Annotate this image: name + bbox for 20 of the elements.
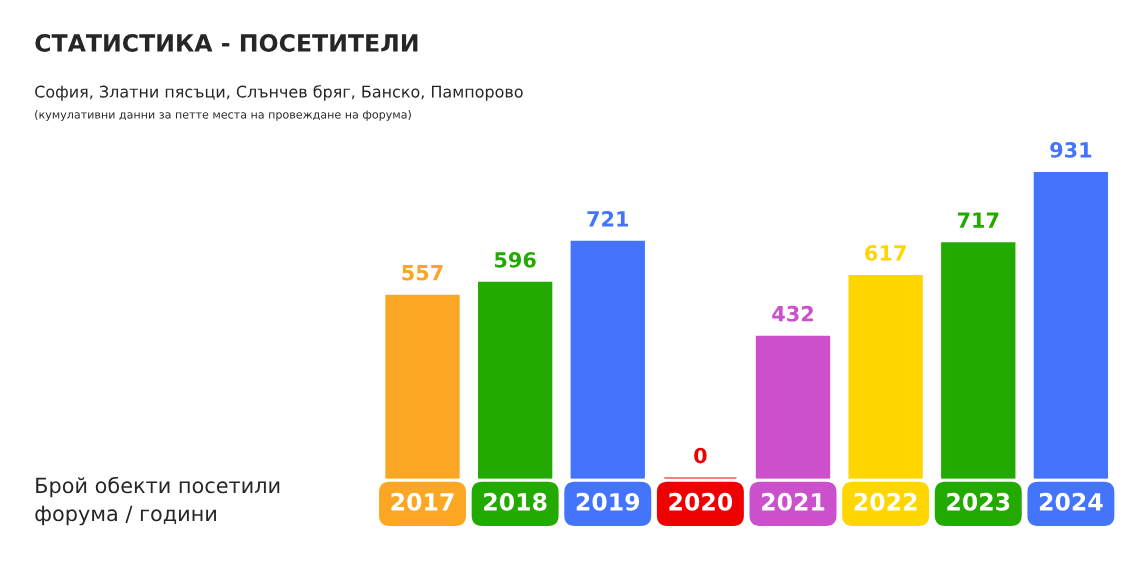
- data-label: 721: [587, 210, 629, 227]
- data-label: 717: [957, 212, 999, 228]
- x-tick-label: 2017: [391, 492, 454, 511]
- x-tick-label: 2023: [947, 492, 1010, 511]
- x-tick-label: 2018: [484, 492, 547, 511]
- x-tick-label: 2022: [854, 492, 917, 511]
- chart-title: СТАТИСТИКА - ПОСЕТИТЕЛИ: [35, 34, 418, 52]
- data-label: 596: [495, 252, 536, 268]
- data-label: 557: [402, 265, 443, 281]
- text: (кумулативни данни за петте места на провеждане на форума): [35, 110, 411, 121]
- x-tick-label: 2020: [669, 492, 733, 511]
- x-tick-label: 2019: [576, 492, 640, 511]
- chart-subtitle: София, Златни пясъци, Слънчев бряг, Банско, Пампорово: [35, 85, 523, 101]
- x-tick-label: 2021: [762, 492, 825, 511]
- data-label: 0: [694, 447, 707, 464]
- text: Брой обекти посетили форума / години: [35, 476, 280, 526]
- x-tick-label: 2024: [1039, 492, 1103, 511]
- data-label: 432: [772, 305, 813, 322]
- data-label: 931: [1050, 142, 1092, 158]
- data-label: 617: [865, 245, 906, 261]
